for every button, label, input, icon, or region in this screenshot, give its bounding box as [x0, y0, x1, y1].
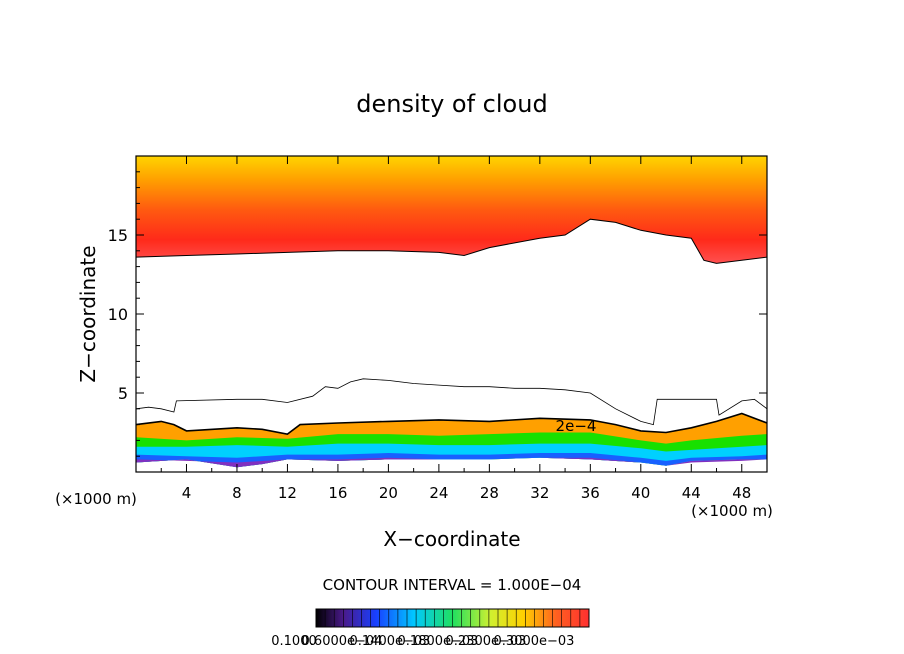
x-unit-label-left: (×1000 m) — [55, 490, 137, 508]
upper-contour-line — [136, 218, 767, 264]
colorbar-label: 0.3000e−03 — [494, 634, 575, 649]
colorbar-ticks — [324, 609, 581, 627]
colorbar-label: 0.1400e−03 — [350, 634, 431, 649]
plot-area — [136, 156, 767, 468]
x-unit-label-right: (×1000 m) — [691, 502, 773, 520]
x-tick-label: 24 — [429, 484, 448, 502]
y-axis-ticks: 5 10 15 — [108, 171, 767, 457]
x-axis-ticks: 4 8 12 16 20 24 28 32 36 40 44 48 — [160, 156, 751, 502]
colorbar-labels: 0.10000.6000e−040.1400e−030.1800e−030.23… — [271, 634, 574, 649]
colorbar-label: 0.1800e−03 — [398, 634, 479, 649]
colorbar-label: 0.1000 — [271, 634, 317, 649]
x-tick-label: 16 — [328, 484, 347, 502]
colorbar-label: 0.2300e−03 — [446, 634, 527, 649]
lower-contour-line — [136, 378, 767, 426]
chart-title: density of cloud — [356, 90, 547, 118]
y-tick-label: 15 — [108, 226, 128, 245]
y-tick-label: 5 — [118, 384, 128, 403]
contour-interval-text: CONTOUR INTERVAL = 1.000E−04 — [323, 576, 582, 594]
lower-cloud-purple-band — [136, 457, 767, 468]
x-tick-label: 4 — [182, 484, 192, 502]
x-tick-label: 48 — [732, 484, 751, 502]
x-axis-label: X−coordinate — [383, 527, 520, 551]
x-tick-label: 8 — [232, 484, 242, 502]
y-tick-label: 10 — [108, 305, 128, 324]
colorbar-frame — [315, 608, 590, 628]
x-tick-label: 28 — [480, 484, 499, 502]
x-tick-label: 36 — [581, 484, 600, 502]
contour-2e-4-line — [136, 412, 767, 435]
contour-label: 2e−4 — [556, 417, 597, 435]
x-tick-label: 20 — [379, 484, 398, 502]
colorbar-label: 0.6000e−04 — [302, 634, 383, 649]
x-tick-label: 44 — [682, 484, 701, 502]
x-tick-label: 32 — [530, 484, 549, 502]
upper-cloud-layer — [136, 156, 767, 264]
colorbar — [315, 608, 590, 628]
x-tick-label: 40 — [631, 484, 650, 502]
y-axis-label: Z−coordinate — [76, 245, 100, 382]
lower-cloud-blue-band — [136, 453, 767, 468]
x-tick-label: 12 — [278, 484, 297, 502]
